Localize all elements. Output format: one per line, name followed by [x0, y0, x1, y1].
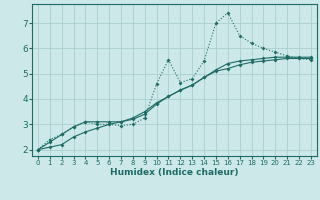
X-axis label: Humidex (Indice chaleur): Humidex (Indice chaleur): [110, 168, 239, 177]
